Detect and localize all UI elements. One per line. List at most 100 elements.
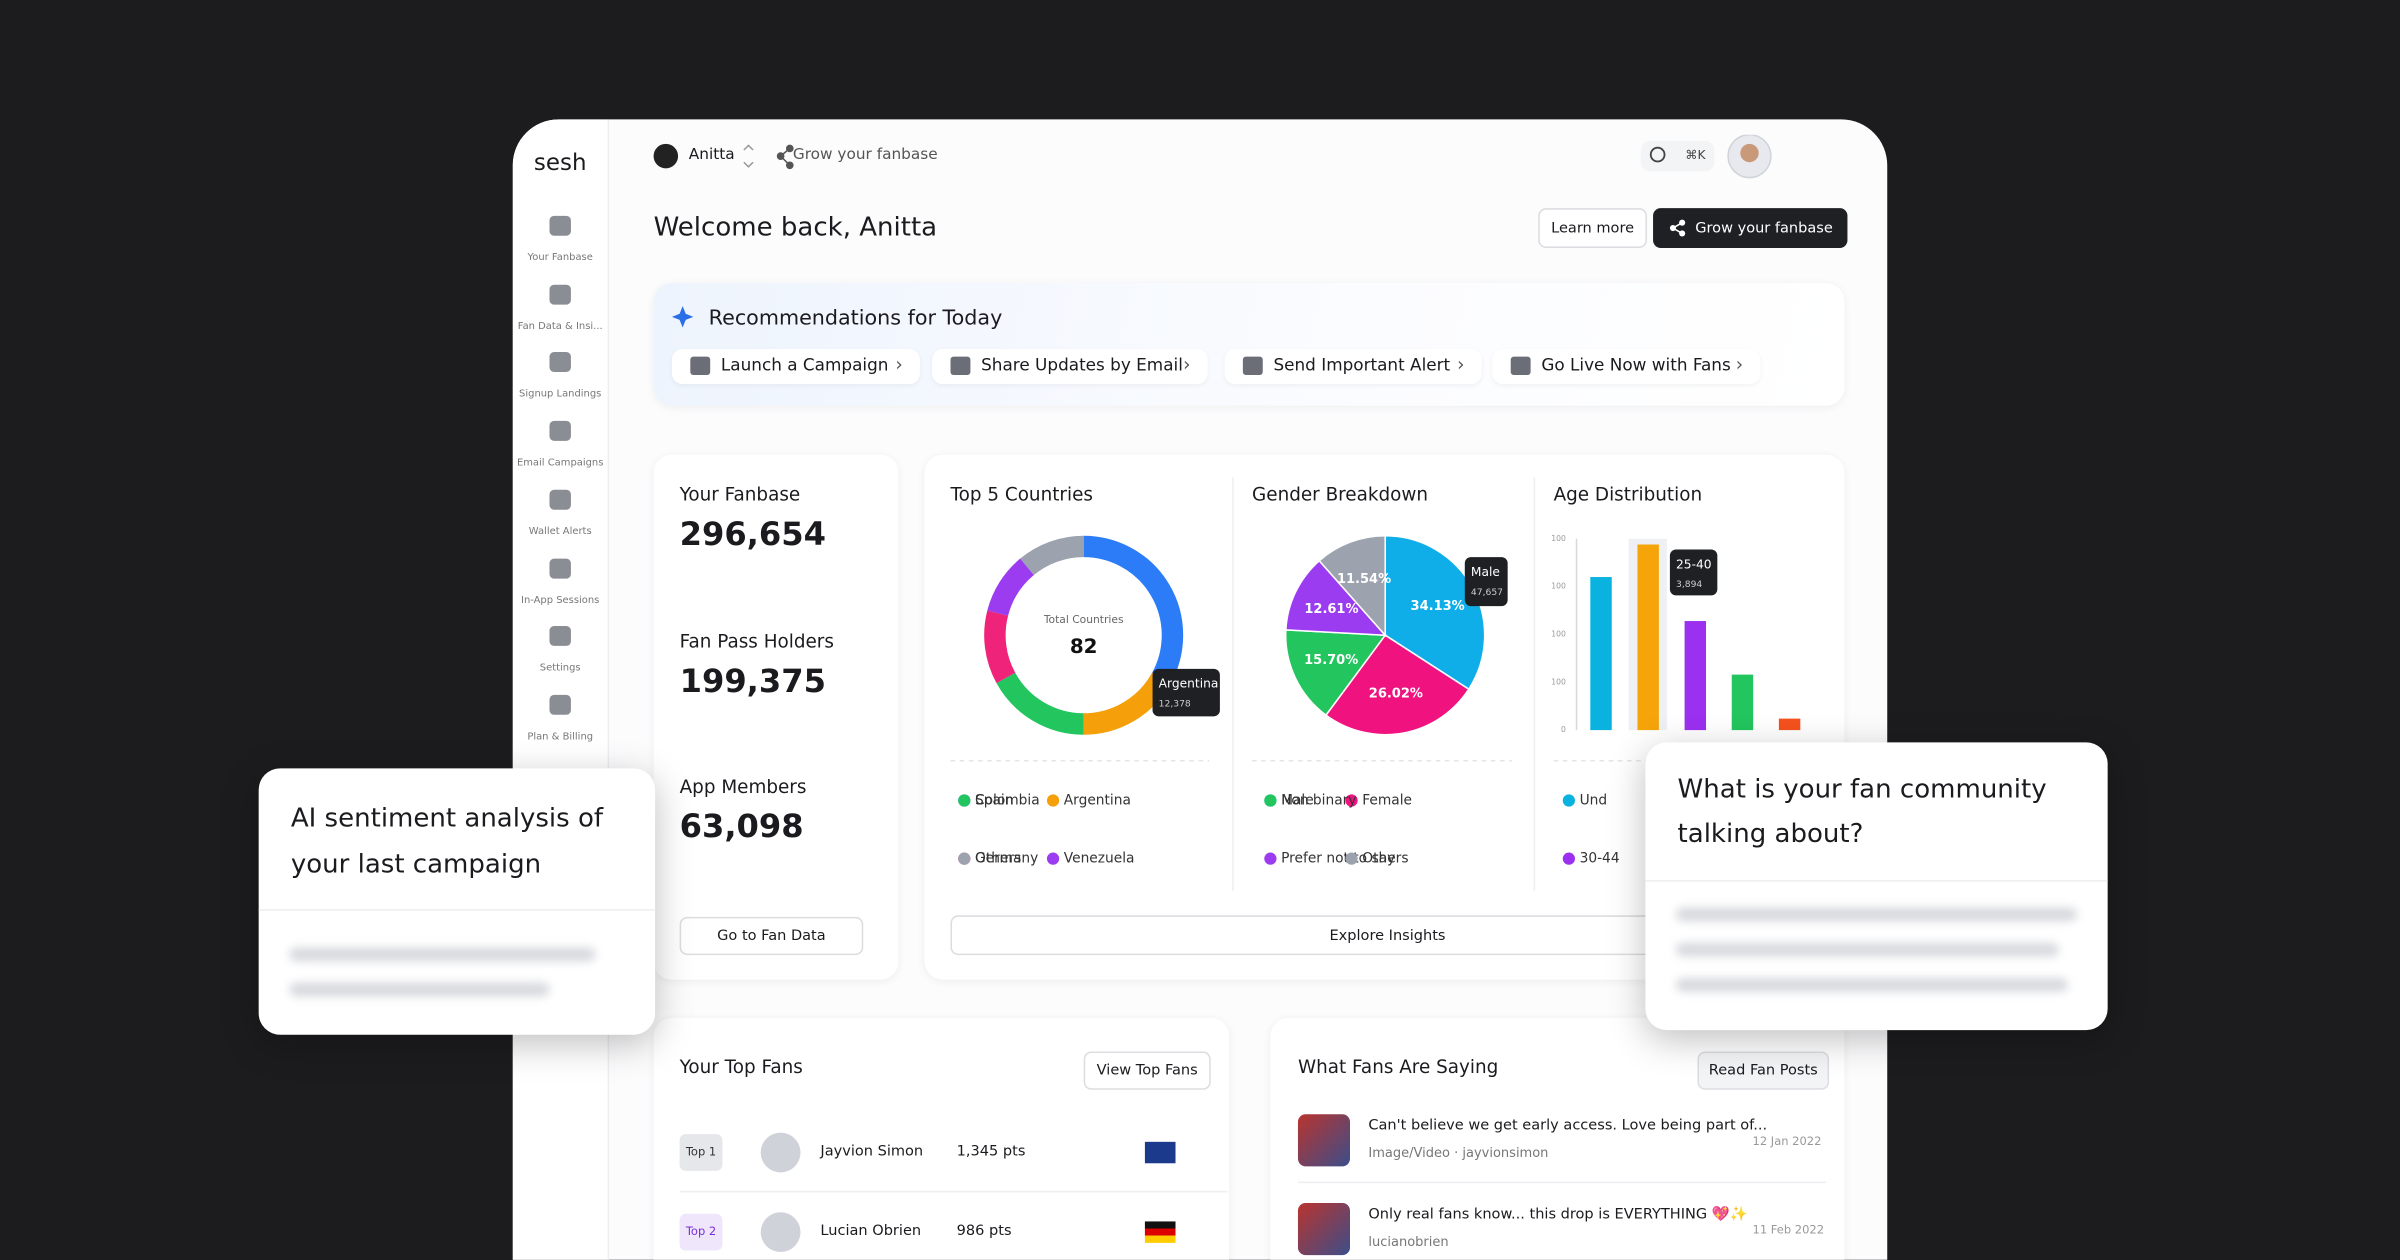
tooltip-value: 12,378 <box>1159 699 1191 710</box>
sidebar-icon[interactable] <box>549 626 571 647</box>
page-title: Welcome back, Anitta <box>653 212 938 244</box>
sidebar-icon[interactable] <box>549 557 571 578</box>
slice-label: 12.61% <box>1304 602 1358 617</box>
legend-label: Venezuela <box>1064 851 1135 867</box>
legend-swatch <box>958 852 971 865</box>
fan-name: Jayvion Simon <box>820 1143 924 1161</box>
sentiment-title: AI sentiment analysis of your last campa… <box>290 803 604 881</box>
chip-arrow: › <box>895 353 903 375</box>
chip-arrow: › <box>1735 353 1744 375</box>
sidebar-icon[interactable] <box>549 421 571 441</box>
user-avatar <box>653 143 679 169</box>
chip-icon <box>1510 356 1531 375</box>
chip-label: Share Updates by Email <box>981 355 1183 375</box>
recommendation-chip[interactable]: Go Live Now with Fans › <box>1492 348 1761 385</box>
sidebar-icon[interactable] <box>549 489 571 510</box>
bar <box>1731 674 1754 731</box>
pie-slice <box>1285 559 1387 637</box>
pie-slice <box>1324 634 1470 736</box>
search-icon <box>1649 146 1666 163</box>
legend-label: Others <box>1362 851 1408 867</box>
view-top-fans-button[interactable]: View Top Fans <box>1083 1051 1211 1090</box>
legend-swatch <box>1046 852 1060 865</box>
donut-segment <box>1020 535 1085 576</box>
sidebar-icon[interactable] <box>549 284 571 305</box>
legend-label: Germany <box>975 851 1038 867</box>
divider <box>258 909 656 911</box>
row-divider <box>1297 1181 1827 1184</box>
donut-segment <box>996 672 1085 735</box>
post-meta: lucianobrien <box>1368 1235 1449 1251</box>
flag <box>1144 1141 1176 1164</box>
community-card: What is your fan community talking about… <box>1645 742 2108 1031</box>
sentiment-card: AI sentiment analysis of your last campa… <box>258 768 656 1035</box>
sidebar-label: Email Campaigns <box>516 456 604 469</box>
fan-data-button[interactable]: Go to Fan Data <box>679 916 864 956</box>
tooltip <box>1464 557 1508 607</box>
tooltip-name: 25-40 <box>1676 557 1712 571</box>
donut-segment <box>984 610 1016 684</box>
slice-label: 11.54% <box>1337 572 1391 587</box>
flag <box>1144 1221 1176 1243</box>
legend-swatch <box>1345 852 1358 865</box>
chip-label: Send Important Alert <box>1273 355 1451 375</box>
read-posts-button[interactable]: Read Fan Posts <box>1697 1051 1830 1090</box>
legend-label: Non binary <box>1281 793 1356 809</box>
topbar-link[interactable]: Grow your fanbase <box>792 146 938 164</box>
fan-points: 986 pts <box>956 1222 1012 1240</box>
center-value: 82 <box>1070 635 1098 658</box>
recommendations-title: Recommendations for Today <box>708 306 1003 331</box>
sidebar-label: Plan & Billing <box>527 729 594 743</box>
slice-label: 15.70% <box>1304 653 1358 668</box>
grow-button[interactable]: Grow your fanbase <box>1653 208 1848 248</box>
bar <box>1684 621 1707 731</box>
sidebar-icon[interactable] <box>549 694 571 715</box>
blurred-text <box>1676 978 2068 992</box>
pie-slice <box>1284 629 1387 717</box>
learn-more-button[interactable]: Learn more <box>1538 208 1647 248</box>
recommendation-chip[interactable]: Send Important Alert › <box>1224 348 1482 385</box>
stat-value: 199,375 <box>679 661 827 699</box>
countries-title: Top 5 Countries <box>950 483 1093 506</box>
fan-avatar <box>760 1212 801 1253</box>
rank-badge: Top 2 <box>679 1213 723 1251</box>
bar <box>1590 577 1612 731</box>
bar <box>1778 718 1801 731</box>
stat-value: 63,098 <box>679 808 804 845</box>
donut-segment <box>987 558 1035 617</box>
tooltip-value: 3,894 <box>1676 579 1702 590</box>
sidebar-label: Wallet Alerts <box>528 524 592 537</box>
sidebar-label: In-App Sessions <box>521 593 600 606</box>
fan-points: 1,345 pts <box>956 1143 1026 1161</box>
y-tick-label: 100 <box>1551 629 1566 638</box>
legend-label: Colombia <box>975 793 1040 809</box>
sidebar-label: Your Fanbase <box>527 251 593 264</box>
recommendation-chip[interactable]: Share Updates by Email › <box>932 348 1208 385</box>
donut-segment <box>1083 535 1184 684</box>
legend-swatch <box>1264 852 1277 865</box>
slice-label: 34.13% <box>1411 599 1465 614</box>
column-divider <box>1533 477 1536 891</box>
sparkle-icon <box>671 306 694 328</box>
post-thumb <box>1297 1203 1350 1256</box>
share-icon <box>1669 219 1685 237</box>
sidebar <box>512 119 610 1260</box>
stat-label: Your Fanbase <box>679 483 801 506</box>
tooltip-name: Argentina <box>1159 677 1219 691</box>
chip-arrow: › <box>1457 353 1465 375</box>
donut-segment <box>1083 672 1171 735</box>
profile-face <box>1740 143 1759 163</box>
recommendation-chip[interactable]: Launch a Campaign › <box>671 348 920 385</box>
tooltip <box>1669 549 1718 596</box>
sidebar-icon[interactable] <box>549 352 571 373</box>
sidebar-icon[interactable] <box>549 215 571 236</box>
row-divider <box>679 1190 1228 1193</box>
community-title: What is your fan community talking about… <box>1677 774 2047 850</box>
share-icon <box>776 144 794 170</box>
stat-label: Fan Pass Holders <box>679 629 834 652</box>
pie-slice <box>1318 534 1386 638</box>
legend-label: Male <box>1281 793 1314 809</box>
